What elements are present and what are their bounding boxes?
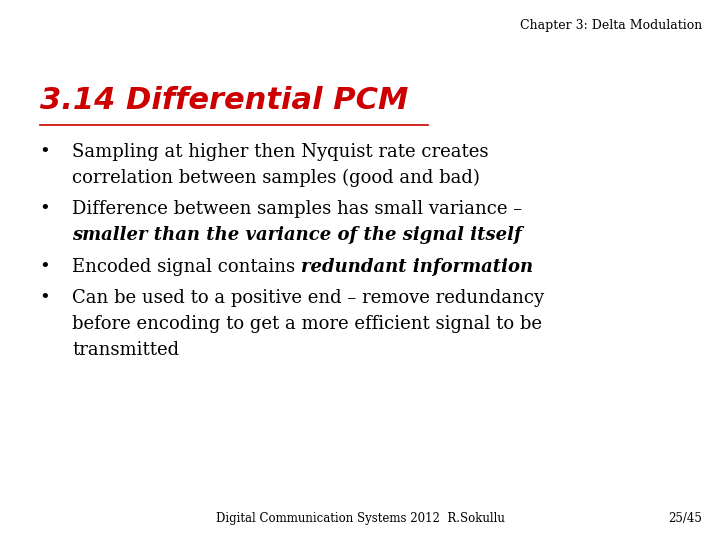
- Text: correlation between samples (good and bad): correlation between samples (good and ba…: [72, 169, 480, 187]
- Text: Chapter 3: Delta Modulation: Chapter 3: Delta Modulation: [520, 19, 702, 32]
- Text: before encoding to get a more efficient signal to be: before encoding to get a more efficient …: [72, 315, 542, 333]
- Text: Digital Communication Systems 2012  R.Sokullu: Digital Communication Systems 2012 R.Sok…: [215, 512, 505, 525]
- Text: Sampling at higher then Nyquist rate creates: Sampling at higher then Nyquist rate cre…: [72, 143, 488, 161]
- Text: 3.14 Differential PCM: 3.14 Differential PCM: [40, 86, 408, 116]
- Text: smaller than the variance of the signal itself: smaller than the variance of the signal …: [72, 226, 522, 244]
- Text: transmitted: transmitted: [72, 341, 179, 359]
- Text: •: •: [40, 289, 50, 307]
- Text: Difference between samples has small variance –: Difference between samples has small var…: [72, 200, 522, 218]
- Text: •: •: [40, 143, 50, 161]
- Text: Encoded signal contains: Encoded signal contains: [72, 258, 301, 275]
- Text: 25/45: 25/45: [668, 512, 702, 525]
- Text: redundant information: redundant information: [301, 258, 533, 275]
- Text: Can be used to a positive end – remove redundancy: Can be used to a positive end – remove r…: [72, 289, 544, 307]
- Text: •: •: [40, 258, 50, 275]
- Text: •: •: [40, 200, 50, 218]
